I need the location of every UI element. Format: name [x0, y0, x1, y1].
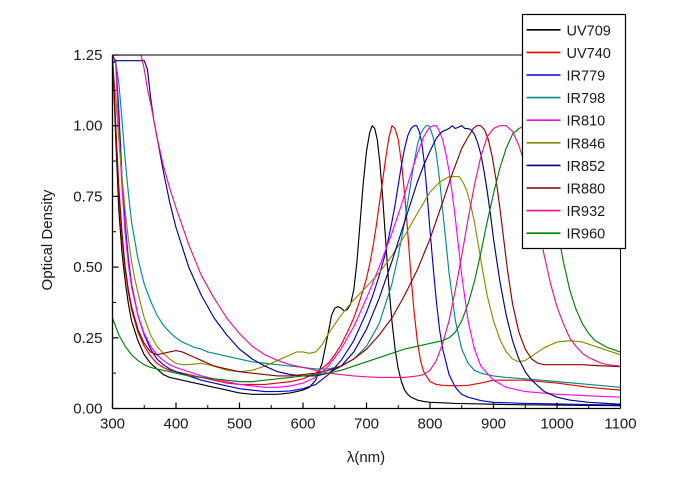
y-tick-label: 0.50: [73, 259, 102, 276]
legend[interactable]: UV709 UV740 IR779 IR798 IR810 IR846 IR852 IR880…: [521, 13, 627, 250]
spectrum-curve-ir810: [112, 54, 621, 398]
legend-label-ir798[interactable]: IR798: [567, 91, 606, 107]
x-tick-label: 500: [227, 416, 252, 433]
legend-box: [521, 13, 627, 250]
legend-label-ir932[interactable]: IR932: [567, 204, 606, 220]
x-tick-label: 1100: [604, 416, 636, 433]
y-tick-label: 1.00: [73, 118, 102, 135]
x-tick-label: 300: [100, 416, 125, 433]
x-tick-label: 400: [163, 416, 188, 433]
spectrum-curve-ir932: [112, 54, 621, 378]
legend-label-ir880[interactable]: IR880: [567, 182, 606, 198]
x-axis-title: λ(nm): [347, 449, 385, 466]
spectrum-curve-ir846: [112, 60, 621, 373]
spectrum-curve-ir779: [112, 54, 621, 406]
y-axis-title: Optical Density: [39, 189, 56, 290]
spectrum-curve-uv709: [112, 54, 621, 407]
y-tick-label: 1.25: [73, 47, 102, 64]
legend-label-ir779[interactable]: IR779: [567, 69, 606, 85]
x-tick-label: 600: [290, 416, 315, 433]
x-tick-label: 900: [481, 416, 506, 433]
y-tick-label: 0.75: [73, 188, 102, 205]
legend-label-ir960[interactable]: IR960: [567, 227, 606, 243]
legend-label-uv709[interactable]: UV709: [567, 23, 611, 39]
spectrum-curve-ir880: [112, 54, 621, 377]
legend-label-ir810[interactable]: IR810: [567, 114, 606, 130]
x-tick-label: 800: [417, 416, 442, 433]
legend-label-ir846[interactable]: IR846: [567, 136, 606, 152]
legend-label-ir852[interactable]: IR852: [567, 159, 606, 175]
spectrum-curve-uv740: [112, 54, 621, 391]
y-tick-label: 0.00: [73, 401, 102, 418]
x-tick-label: 700: [354, 416, 379, 433]
tick-labels-layer: 300 400 500 600 700 800 900 1000 1100 0.00 0.25 0.5…: [73, 47, 636, 433]
legend-label-uv740[interactable]: UV740: [567, 46, 611, 62]
y-tick-label: 0.25: [73, 330, 102, 347]
x-tick-label: 1000: [540, 416, 573, 433]
